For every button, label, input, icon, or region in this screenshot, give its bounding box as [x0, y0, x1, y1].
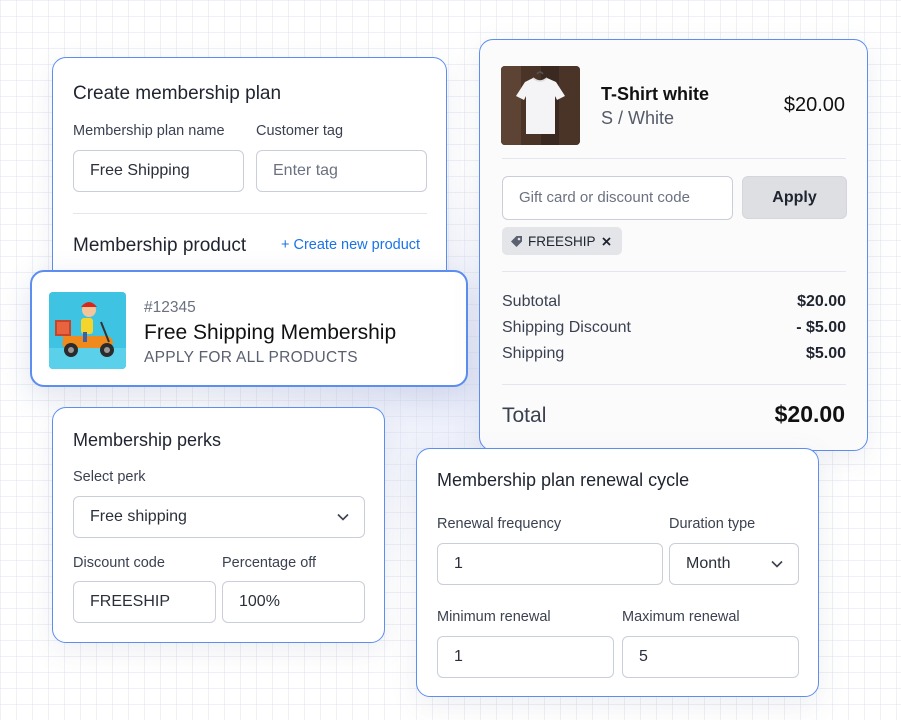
percentage-off-label: Percentage off [222, 555, 317, 571]
create-new-product-link[interactable]: + Create new product [281, 237, 421, 253]
discount-code-input[interactable]: FREESHIP [73, 581, 216, 623]
divider [502, 271, 846, 272]
maximum-renewal-input[interactable]: 5 [622, 636, 799, 678]
tshirt-image [501, 66, 580, 145]
product-subtitle: APPLY FOR ALL PRODUCTS [144, 349, 358, 366]
close-icon[interactable] [601, 236, 612, 247]
divider [502, 158, 846, 159]
minimum-renewal-input[interactable]: 1 [437, 636, 614, 678]
perk-select[interactable]: Free shipping [73, 496, 365, 538]
card-title: Membership plan renewal cycle [437, 470, 690, 490]
select-perk-label: Select perk [73, 469, 146, 485]
divider [73, 213, 427, 214]
total-label: Total [502, 404, 547, 427]
summary-label: Shipping Discount [502, 319, 631, 336]
summary-row-shipping: Shipping $5.00 [502, 345, 846, 363]
divider [502, 384, 846, 385]
product-name: Free Shipping Membership [144, 321, 397, 344]
minimum-renewal-label: Minimum renewal [437, 609, 551, 625]
summary-value: $5.00 [805, 345, 846, 362]
discount-code-input[interactable]: Gift card or discount code [502, 176, 733, 220]
card-title: Membership perks [73, 430, 222, 450]
summary-value: - $5.00 [796, 319, 846, 336]
chevron-down-icon [337, 513, 349, 521]
item-price: $20.00 [783, 94, 845, 116]
maximum-renewal-label: Maximum renewal [622, 609, 740, 625]
delivery-scooter-image [49, 292, 126, 369]
plan-name-input[interactable]: Free Shipping [73, 150, 244, 192]
card-title: Create membership plan [73, 83, 282, 104]
customer-tag-input[interactable]: Enter tag [256, 150, 427, 192]
product-sku: #12345 [144, 299, 196, 316]
duration-type-select[interactable]: Month [669, 543, 799, 585]
renewal-cycle-card: Membership plan renewal cycle Renewal fr… [416, 448, 819, 697]
membership-perks-card: Membership perks Select perk Free shippi… [52, 407, 385, 643]
duration-type-value: Month [686, 555, 731, 572]
applied-discount-chip: FREESHIP [502, 227, 622, 255]
summary-label: Subtotal [502, 293, 561, 310]
item-variant: S / White [601, 108, 675, 128]
summary-value: $20.00 [797, 293, 846, 310]
total-value: $20.00 [774, 401, 845, 427]
tag-icon [511, 235, 522, 247]
create-membership-plan-card: Create membership plan Membership plan n… [52, 57, 447, 297]
applied-code: FREESHIP [528, 233, 596, 249]
perk-select-value: Free shipping [90, 508, 187, 525]
summary-row-subtotal: Subtotal $20.00 [502, 293, 846, 311]
membership-product-card[interactable]: #12345 Free Shipping Membership APPLY FO… [30, 270, 468, 387]
plan-name-label: Membership plan name [73, 123, 225, 139]
renewal-frequency-input[interactable]: 1 [437, 543, 663, 585]
discount-code-label: Discount code [73, 555, 165, 571]
membership-product-heading: Membership product [73, 235, 247, 256]
renewal-frequency-label: Renewal frequency [437, 516, 562, 532]
percentage-off-input[interactable]: 100% [222, 581, 365, 623]
apply-button[interactable]: Apply [742, 176, 847, 219]
customer-tag-label: Customer tag [256, 123, 344, 139]
checkout-summary-card: T-Shirt white S / White $20.00 Gift card… [479, 39, 868, 451]
item-name: T-Shirt white [601, 84, 709, 104]
duration-type-label: Duration type [669, 516, 756, 532]
summary-row-shipping-discount: Shipping Discount - $5.00 [502, 319, 846, 337]
chevron-down-icon [771, 560, 783, 568]
summary-label: Shipping [502, 345, 565, 362]
